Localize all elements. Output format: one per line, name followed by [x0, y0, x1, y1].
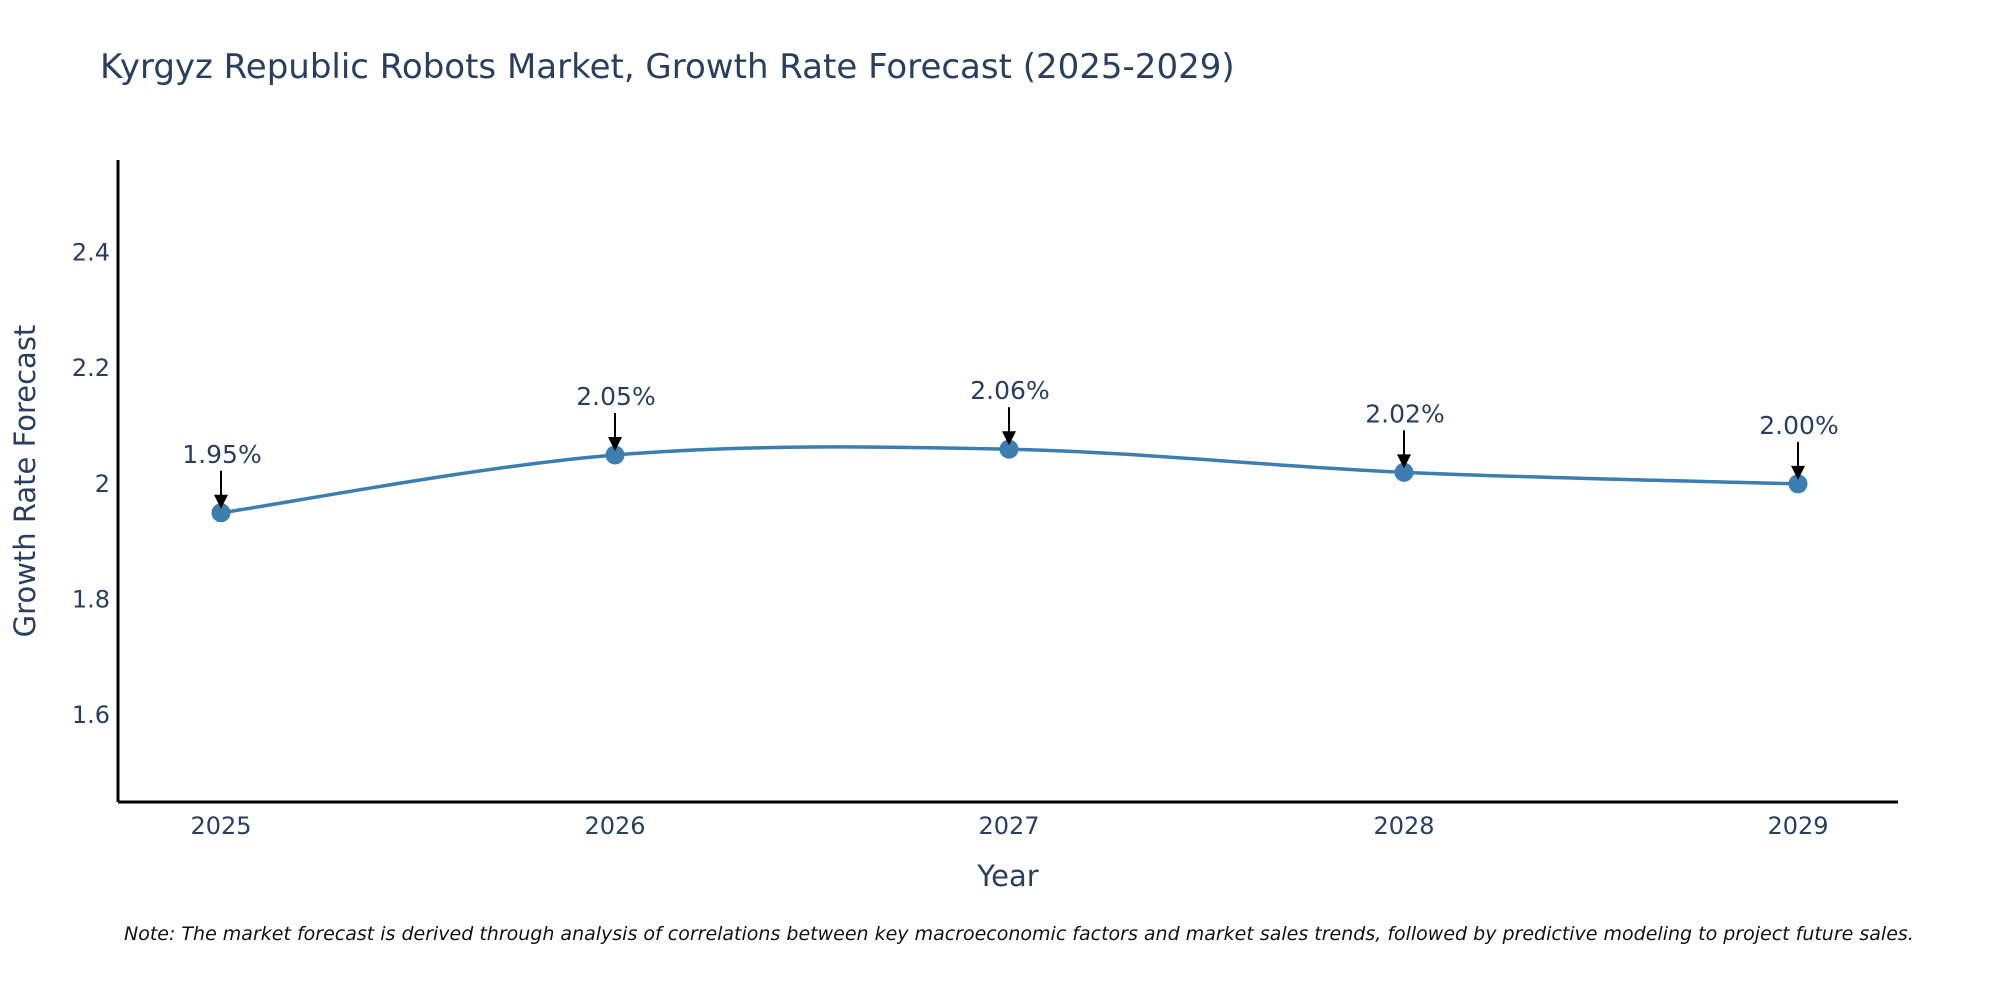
annotation-2028: 2.02%: [1365, 399, 1445, 469]
data-annotations: 1.95% 2.05% 2.06% 2.02% 2.00%: [182, 376, 1839, 509]
data-point-2026: [605, 445, 625, 465]
x-axis-title: Year: [976, 859, 1038, 893]
data-label-2025: 1.95%: [182, 440, 261, 469]
annotation-arrow-head: [1002, 431, 1016, 446]
annotation-2027: 2.06%: [970, 376, 1050, 446]
data-label-2027: 2.06%: [970, 376, 1049, 405]
y-tick-label: 2: [95, 470, 110, 498]
x-tick-label: 2026: [584, 812, 645, 840]
x-tick-label: 2028: [1373, 812, 1434, 840]
y-tick-label: 2.4: [72, 239, 110, 267]
y-axis-title: Growth Rate Forecast: [8, 325, 42, 638]
data-label-2028: 2.02%: [1365, 399, 1444, 428]
data-point-2027: [999, 439, 1019, 459]
x-ticks: 2025 2026 2027 2028 2029: [190, 812, 1828, 840]
annotation-2025: 1.95%: [182, 440, 262, 509]
x-tick-label: 2025: [190, 812, 251, 840]
data-markers: [211, 439, 1808, 523]
data-point-2028: [1394, 462, 1414, 482]
chart-title: Kyrgyz Republic Robots Market, Growth Ra…: [100, 47, 1235, 87]
chart-note: Note: The market forecast is derived thr…: [124, 923, 1914, 945]
y-tick-label: 1.6: [72, 701, 110, 729]
annotation-arrow-head: [214, 494, 228, 509]
data-point-2025: [211, 503, 231, 523]
y-ticks: 1.6 1.8 2 2.2 2.4: [72, 239, 110, 730]
annotation-2029: 2.00%: [1759, 411, 1839, 480]
annotation-arrow-head: [1397, 454, 1411, 469]
x-tick-label: 2027: [978, 812, 1039, 840]
plot-area: 1.6 1.8 2 2.2 2.4 2025 2026 2027 2028 2029 1.95%…: [72, 160, 1898, 840]
data-label-2026: 2.05%: [576, 382, 655, 411]
x-tick-label: 2029: [1767, 812, 1828, 840]
data-label-2029: 2.00%: [1759, 411, 1838, 440]
annotation-arrow-head: [608, 436, 622, 451]
annotation-arrow-head: [1791, 465, 1805, 480]
data-point-2029: [1788, 474, 1808, 494]
y-tick-label: 2.2: [72, 354, 110, 382]
y-tick-label: 1.8: [72, 586, 110, 614]
annotation-2026: 2.05%: [576, 382, 656, 451]
